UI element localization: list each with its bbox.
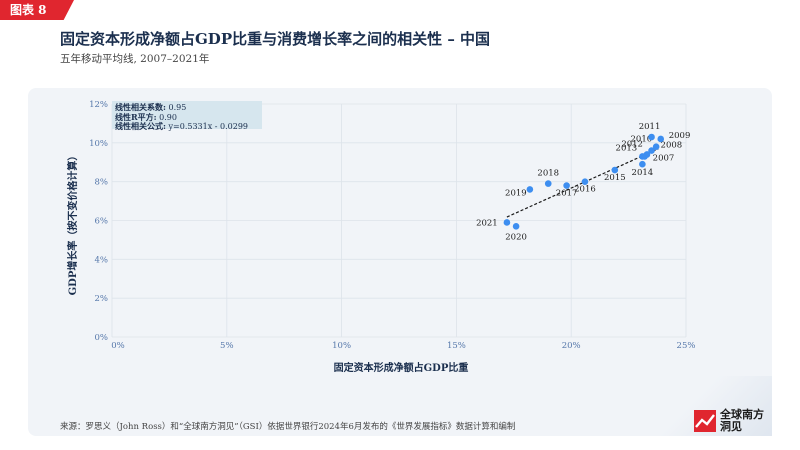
data-point [639, 160, 646, 168]
regression-stats-box: 线性相关系数: 0.95 线性R平方: 0.90 线性相关公式: y=0.533… [112, 101, 262, 132]
data-point-label: 2014 [632, 168, 654, 178]
data-point-label: 2009 [669, 131, 691, 141]
y-tick-label: 6% [95, 217, 109, 227]
data-point [657, 135, 665, 143]
y-tick-label: 4% [95, 255, 109, 265]
logo-line-2: 洞见 [720, 420, 742, 433]
x-tick-label: 20% [562, 341, 581, 351]
logo-line-1: 全球南方 [720, 408, 764, 421]
data-point [652, 143, 660, 151]
x-tick-label: 10% [332, 341, 351, 351]
data-point-label: 2011 [639, 122, 661, 132]
formula-value: y=0.5331x - 0.0299 [168, 122, 249, 131]
figure-tag: 图表 8 [0, 0, 74, 20]
logo-text: 全球南方 洞见 [720, 409, 764, 433]
logo-mark-icon [694, 410, 716, 432]
data-point [512, 223, 520, 230]
chart-subtitle: 五年移动平均线, 2007–2021年 [60, 53, 210, 65]
data-point-label: 2019 [505, 188, 527, 198]
y-tick-label: 8% [95, 178, 109, 188]
data-point-label: 2016 [574, 185, 596, 195]
r-squared-label: 线性R平方: [115, 111, 157, 122]
data-point-label: 2021 [476, 218, 498, 228]
y-tick-label: 2% [95, 294, 109, 304]
chart-panel [28, 88, 772, 436]
axis-ticks: 0% 5% 10% 15% 20% 25% 0% 2% 4% 6% 8% 10% 12% [89, 100, 695, 351]
data-point-label: 2018 [537, 169, 559, 179]
data-point [503, 219, 511, 226]
r-squared-row: 线性R平方: 0.90 [115, 111, 259, 123]
data-point [648, 133, 655, 141]
data-point-label: 2013 [616, 143, 638, 153]
data-point [544, 180, 552, 187]
y-tick-label: 10% [89, 139, 108, 149]
data-point [581, 178, 589, 185]
correlation-label: 线性相关系数: [115, 102, 166, 112]
trendline [506, 148, 659, 218]
data-point-label: 2012 [621, 139, 643, 149]
x-tick-label: 25% [677, 341, 696, 351]
data-point-label: 2008 [661, 141, 683, 151]
formula-row: 线性相关公式: y=0.5331x - 0.0299 [115, 122, 259, 132]
chart-title: 固定资本形成净额占GDP比重与消费增长率之间的相关性 – 中国 [60, 30, 491, 48]
x-tick-label: 15% [447, 341, 466, 351]
data-points: 2007200820092010201120122013201420152016… [476, 122, 690, 242]
data-point [563, 182, 570, 189]
trendline-layer [506, 148, 659, 218]
x-axis-label: 固定资本形成净额占GDP比重 [334, 361, 469, 374]
y-axis-label: GDP增长率（按不变价格计算） [66, 151, 79, 296]
data-point-label: 2007 [653, 153, 675, 163]
data-point-label: 2017 [556, 189, 578, 199]
data-point-label: 2015 [604, 173, 626, 183]
data-point [648, 147, 655, 154]
y-tick-label: 0% [95, 333, 109, 343]
grid-lines [111, 103, 687, 338]
data-point-label: 2010 [631, 135, 653, 145]
data-point [611, 166, 619, 174]
data-point [639, 153, 646, 160]
x-tick-label: 5% [220, 341, 234, 351]
source-note: 来源：罗思义（John Ross）和“全球南方洞见”（GSI）依据世界银行202… [60, 422, 516, 432]
correlation-row: 线性相关系数: 0.95 [115, 103, 259, 113]
formula-label: 线性相关公式: [115, 121, 166, 131]
r-squared-value: 0.90 [159, 112, 177, 122]
data-point [526, 186, 534, 193]
x-tick-label: 0% [111, 341, 125, 351]
correlation-value: 0.95 [168, 103, 187, 112]
gsi-logo: 全球南方 洞见 [694, 409, 764, 433]
data-point-label: 2020 [505, 232, 527, 242]
y-tick-label: 12% [89, 100, 108, 110]
